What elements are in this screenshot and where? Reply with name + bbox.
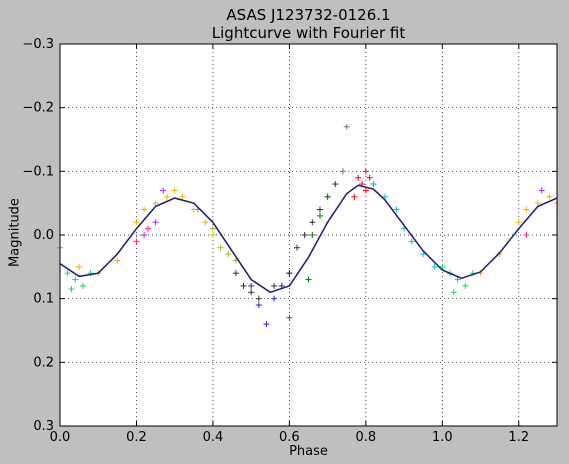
- data-point: [152, 219, 159, 226]
- data-point: [431, 263, 438, 270]
- y-tick-label: −0.1: [22, 164, 54, 179]
- data-point: [141, 232, 148, 238]
- y-tick-label: 0.3: [33, 419, 54, 434]
- data-point: [450, 289, 457, 296]
- fourier-fit-line: [59, 184, 558, 294]
- data-point: [351, 193, 358, 200]
- data-point: [79, 282, 86, 289]
- data-point: [439, 263, 446, 270]
- data-point: [515, 219, 522, 226]
- data-point: [381, 193, 388, 200]
- data-point: [248, 282, 255, 289]
- data-point: [355, 174, 362, 181]
- data-point: [324, 193, 331, 200]
- data-point: [152, 200, 159, 207]
- data-point: [362, 168, 369, 175]
- x-tick-label: 0.4: [203, 430, 224, 445]
- data-point: [343, 123, 350, 130]
- x-tick-label: 0.0: [50, 430, 71, 445]
- data-point: [362, 187, 369, 194]
- data-point: [240, 282, 247, 289]
- data-point: [420, 251, 427, 258]
- data-point: [316, 212, 323, 219]
- data-point: [209, 232, 216, 238]
- data-point: [133, 238, 140, 245]
- data-point: [332, 181, 339, 188]
- data-point: [144, 225, 151, 232]
- data-point: [286, 314, 293, 321]
- y-tick-label: −0.2: [22, 101, 54, 116]
- data-point: [523, 206, 530, 213]
- data-point: [271, 295, 278, 302]
- data-point: [133, 219, 140, 226]
- data-point: [454, 276, 461, 283]
- data-point: [546, 193, 553, 200]
- data-point: [72, 276, 79, 283]
- x-axis-label: Phase: [289, 444, 328, 459]
- data-point: [309, 219, 316, 226]
- y-tick-label: −0.3: [22, 37, 54, 52]
- x-tick-label: 1.0: [432, 430, 453, 445]
- data-point: [534, 200, 541, 207]
- data-point: [271, 282, 278, 289]
- y-tick-label: 0.2: [33, 355, 54, 370]
- data-point: [263, 321, 270, 328]
- chart-subtitle: Lightcurve with Fourier fit: [211, 24, 406, 42]
- x-tick-label: 0.8: [356, 430, 377, 445]
- chart-title: ASAS J123732-0126.1: [226, 6, 391, 24]
- y-axis-ticks: −0.3 −0.2 −0.1 0.0 0.1 0.2 0.3: [22, 37, 557, 434]
- data-point: [232, 270, 239, 277]
- data-point: [316, 206, 323, 213]
- y-tick-label: 0.1: [33, 292, 54, 307]
- data-point: [294, 244, 301, 251]
- data-point: [114, 257, 121, 264]
- grid: [60, 44, 557, 426]
- data-point: [339, 168, 346, 175]
- data-point: [160, 187, 167, 194]
- data-points: [57, 123, 560, 328]
- data-point: [179, 193, 186, 200]
- data-point: [305, 276, 312, 283]
- data-point: [408, 238, 415, 245]
- x-tick-label: 0.2: [126, 430, 147, 445]
- data-point: [68, 286, 75, 293]
- data-point: [225, 251, 232, 258]
- data-point: [209, 225, 216, 232]
- data-point: [64, 270, 71, 277]
- x-tick-label: 0.6: [279, 430, 300, 445]
- data-point: [248, 289, 255, 296]
- data-point: [393, 206, 400, 213]
- data-point: [255, 302, 262, 309]
- data-point: [286, 270, 293, 277]
- data-point: [301, 232, 308, 238]
- data-point: [309, 232, 316, 238]
- data-point: [462, 282, 469, 289]
- x-tick-label: 1.2: [508, 430, 529, 445]
- x-axis-ticks: 0.0 0.2 0.4 0.6 0.8 1.0 1.2: [50, 44, 529, 445]
- y-tick-label: 0.0: [33, 228, 54, 243]
- data-point: [171, 187, 178, 194]
- data-point: [523, 232, 530, 238]
- data-point: [255, 295, 262, 302]
- data-point: [141, 206, 148, 213]
- data-point: [217, 244, 224, 251]
- data-point: [76, 263, 83, 270]
- data-point: [370, 181, 377, 188]
- data-point: [202, 219, 209, 226]
- data-point: [164, 193, 171, 200]
- data-point: [538, 187, 545, 194]
- data-point: [366, 174, 373, 181]
